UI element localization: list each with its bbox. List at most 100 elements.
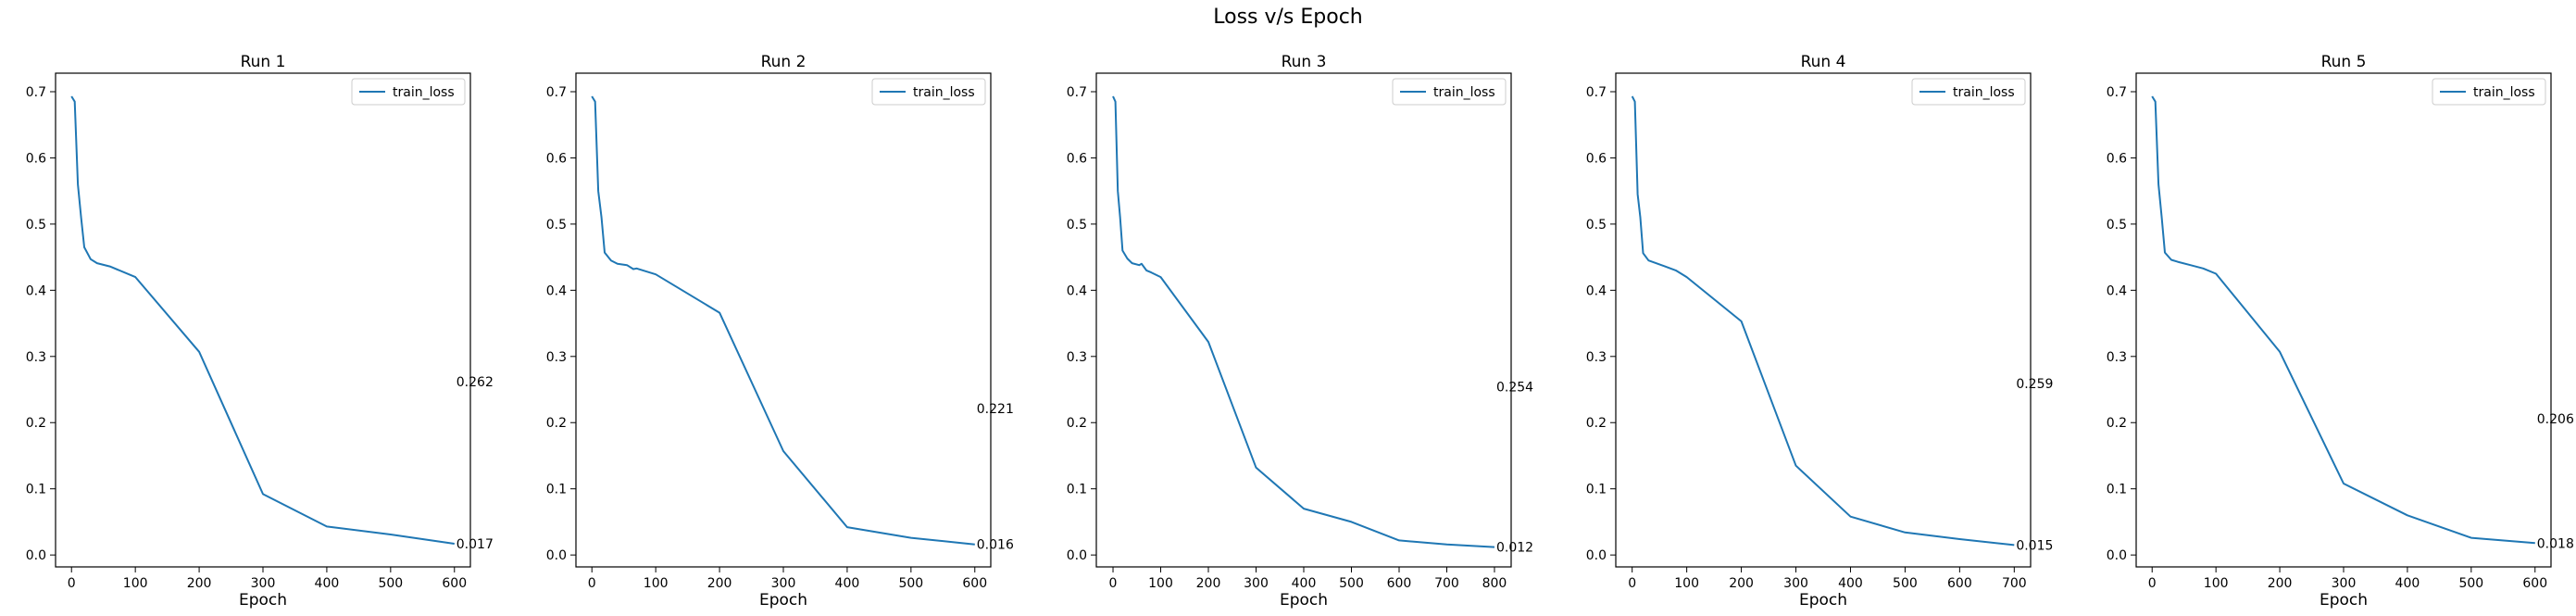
series-line-train-loss xyxy=(70,95,455,545)
y-tick-label: 0.4 xyxy=(1586,283,1607,298)
x-tick-label: 0 xyxy=(68,576,76,591)
x-tick-label: 500 xyxy=(898,576,923,591)
y-tick-label: 0.6 xyxy=(2107,151,2127,166)
y-tick-label: 0.0 xyxy=(546,548,567,563)
x-tick-label: 0 xyxy=(588,576,596,591)
y-tick-label: 0.5 xyxy=(26,218,46,233)
x-tick-label: 0 xyxy=(1628,576,1636,591)
x-tick-label: 500 xyxy=(378,576,403,591)
y-tick-label: 0.4 xyxy=(546,283,567,298)
subplot-title: Run 5 xyxy=(2321,53,2367,71)
x-tick-label: 800 xyxy=(1482,576,1507,591)
x-tick-label: 200 xyxy=(707,576,732,591)
subplot-run-1: 0 100 200 300 400 500 600 0.0 0.1 0.2 0.3 0.4 0.5 0.6… xyxy=(26,53,494,610)
x-axis-label: Epoch xyxy=(759,591,807,610)
y-tick-label: 0.0 xyxy=(1586,548,1607,563)
x-axis-label: Epoch xyxy=(1799,591,1847,610)
x-tick-label: 400 xyxy=(1292,576,1317,591)
x-tick-label: 0 xyxy=(1109,576,1118,591)
y-tick-label: 0.6 xyxy=(1067,151,1087,166)
x-tick-label: 300 xyxy=(771,576,796,591)
legend-label: train_loss xyxy=(1433,85,1495,100)
x-tick-label: 500 xyxy=(2458,576,2483,591)
x-tick-label: 500 xyxy=(1339,576,1364,591)
x-tick-label: 400 xyxy=(1838,576,1863,591)
y-tick-label: 0.7 xyxy=(1067,85,1087,100)
legend: train_loss xyxy=(2432,78,2546,106)
legend: train_loss xyxy=(1911,78,2026,106)
y-tick-label: 0.2 xyxy=(1067,416,1087,431)
y-tick-label: 0.4 xyxy=(26,283,46,298)
value-annotation: 0.012 xyxy=(1496,541,1533,556)
y-tick-label: 0.1 xyxy=(1067,483,1087,497)
legend-label: train_loss xyxy=(393,85,455,100)
y-tick-label: 0.7 xyxy=(26,85,46,100)
x-tick-label: 600 xyxy=(2522,576,2547,591)
legend: train_loss xyxy=(351,78,466,106)
legend-label: train_loss xyxy=(2473,85,2535,100)
y-tick-label: 0.4 xyxy=(2107,283,2127,298)
x-tick-label: 100 xyxy=(2204,576,2229,591)
x-tick-label: 600 xyxy=(1947,576,1972,591)
x-axis-label: Epoch xyxy=(1280,591,1328,610)
axes-frame xyxy=(1095,72,1512,568)
x-tick-label: 200 xyxy=(187,576,212,591)
y-tick-label: 0.5 xyxy=(1067,218,1087,233)
x-tick-label: 100 xyxy=(1148,576,1173,591)
y-tick-label: 0.2 xyxy=(26,416,46,431)
y-tick-label: 0.4 xyxy=(1067,283,1087,298)
axes-frame xyxy=(2135,72,2552,568)
x-tick-label: 400 xyxy=(315,576,340,591)
subplot-title: Run 4 xyxy=(1801,53,1846,71)
value-annotation: 0.221 xyxy=(977,402,1014,417)
x-tick-label: 600 xyxy=(442,576,467,591)
subplot-run-5: 0 100 200 300 400 500 600 0.0 0.1 0.2 0.3 0.4 0.5 0.6… xyxy=(2107,53,2574,610)
y-tick-label: 0.3 xyxy=(546,350,567,365)
y-tick-label: 0.6 xyxy=(26,151,46,166)
figure-title: Loss v/s Epoch xyxy=(1213,6,1363,29)
y-tick-label: 0.0 xyxy=(2107,548,2127,563)
y-tick-label: 0.2 xyxy=(2107,416,2127,431)
legend-box xyxy=(1911,78,2026,106)
y-tick-label: 0.1 xyxy=(26,483,46,497)
y-tick-label: 0.3 xyxy=(26,350,46,365)
y-tick-label: 0.0 xyxy=(26,548,46,563)
value-annotation: 0.015 xyxy=(2016,538,2053,553)
x-tick-label: 100 xyxy=(1674,576,1699,591)
value-annotation: 0.254 xyxy=(1496,381,1533,396)
subplot-title: Run 1 xyxy=(241,53,286,71)
x-tick-label: 300 xyxy=(251,576,276,591)
y-tick-label: 0.5 xyxy=(2107,218,2127,233)
y-tick-label: 0.6 xyxy=(1586,151,1607,166)
x-tick-label: 200 xyxy=(2268,576,2293,591)
x-tick-label: 300 xyxy=(2332,576,2357,591)
x-axis-label: Epoch xyxy=(239,591,287,610)
y-tick-label: 0.3 xyxy=(1067,350,1087,365)
legend-box xyxy=(871,78,986,106)
y-tick-label: 0.3 xyxy=(2107,350,2127,365)
legend: train_loss xyxy=(1392,78,1507,106)
value-annotation: 0.206 xyxy=(2537,412,2574,427)
y-tick-label: 0.3 xyxy=(1586,350,1607,365)
legend: train_loss xyxy=(871,78,986,106)
x-tick-label: 200 xyxy=(1196,576,1221,591)
y-tick-label: 0.1 xyxy=(546,483,567,497)
y-tick-label: 0.2 xyxy=(1586,416,1607,431)
y-tick-label: 0.7 xyxy=(2107,85,2127,100)
x-tick-label: 400 xyxy=(835,576,860,591)
subplot-title: Run 2 xyxy=(761,53,807,71)
series-line-train-loss xyxy=(2151,95,2535,545)
series-line-train-loss xyxy=(1112,95,1495,548)
x-tick-label: 700 xyxy=(1434,576,1459,591)
y-tick-label: 0.1 xyxy=(2107,483,2127,497)
series-line-train-loss xyxy=(591,95,975,546)
subplot-run-4: 0 100 200 300 400 500 600 700 0.0 0.1 0.2 0.3 0.4 0.5… xyxy=(1586,53,2054,610)
x-tick-label: 600 xyxy=(962,576,987,591)
x-tick-label: 200 xyxy=(1729,576,1754,591)
subplot-title: Run 3 xyxy=(1282,53,1327,71)
x-tick-label: 300 xyxy=(1783,576,1808,591)
x-tick-label: 700 xyxy=(2002,576,2027,591)
x-tick-label: 600 xyxy=(1387,576,1412,591)
y-tick-label: 0.1 xyxy=(1586,483,1607,497)
